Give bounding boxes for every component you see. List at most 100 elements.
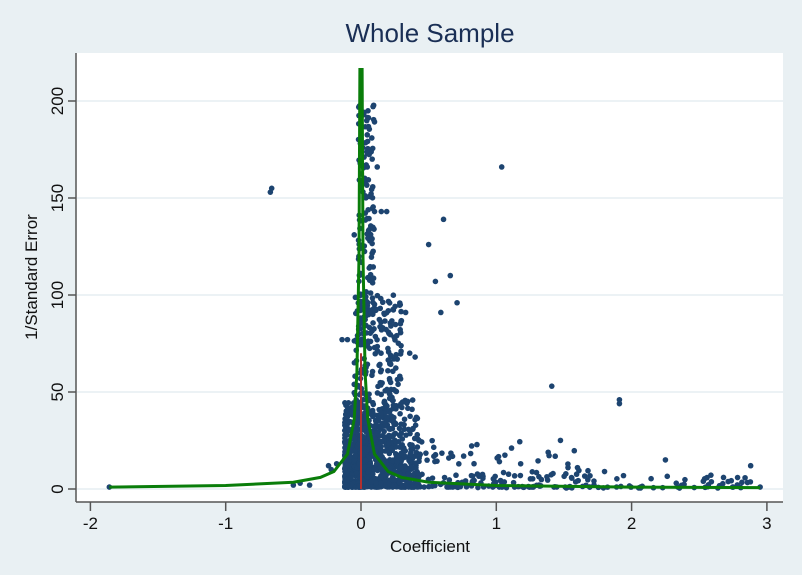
- data-point: [306, 482, 313, 488]
- data-point: [378, 448, 385, 455]
- data-point: [516, 438, 523, 445]
- data-point: [406, 350, 413, 357]
- data-point: [403, 432, 409, 438]
- data-point: [376, 362, 382, 369]
- data-point: [544, 477, 551, 483]
- data-point: [601, 468, 608, 475]
- data-point: [416, 458, 422, 465]
- data-point: [471, 460, 477, 467]
- data-point: [739, 479, 745, 486]
- data-point: [405, 426, 412, 433]
- data-point: [376, 316, 383, 323]
- data-point: [431, 453, 437, 460]
- data-point: [445, 455, 452, 461]
- data-point: [370, 103, 376, 110]
- x-axis-ticks: -2 -1 0 1 2 3: [83, 502, 772, 533]
- y-axis-ticks: 0 50 100 150 200: [48, 87, 76, 494]
- data-point: [398, 342, 404, 349]
- data-point: [384, 403, 390, 409]
- data-point: [367, 290, 374, 296]
- x-axis-label: Coefficient: [390, 537, 470, 556]
- data-point: [381, 336, 388, 343]
- data-point: [364, 215, 370, 222]
- data-point: [351, 232, 358, 238]
- data-point: [395, 381, 401, 388]
- data-point: [417, 451, 423, 457]
- data-point: [391, 334, 397, 340]
- data-point: [412, 422, 419, 429]
- data-point: [392, 321, 399, 328]
- data-point: [363, 162, 370, 168]
- data-point: [374, 390, 381, 396]
- data-point: [439, 450, 445, 456]
- data-point: [413, 464, 419, 471]
- data-point: [369, 135, 375, 141]
- data-point: [393, 351, 399, 358]
- data-point: [374, 292, 381, 299]
- data-point: [402, 309, 409, 316]
- x-tick-label: 2: [627, 514, 636, 533]
- data-point: [364, 473, 370, 480]
- data-point: [360, 403, 367, 409]
- data-point: [454, 299, 460, 306]
- data-point: [378, 467, 385, 474]
- y-tick-label: 0: [48, 484, 67, 493]
- data-point: [511, 473, 518, 479]
- data-point: [529, 469, 536, 475]
- data-point: [414, 444, 421, 450]
- data-point: [408, 442, 414, 449]
- data-point: [390, 458, 396, 464]
- data-point: [352, 452, 359, 459]
- data-point: [398, 484, 405, 490]
- data-point: [398, 400, 404, 407]
- data-point: [364, 182, 370, 188]
- data-point: [345, 426, 352, 432]
- data-point: [648, 475, 654, 482]
- data-point: [365, 206, 372, 213]
- data-point: [587, 472, 593, 479]
- data-point: [364, 299, 371, 306]
- data-point: [388, 433, 394, 440]
- data-point: [378, 208, 385, 215]
- data-point: [373, 460, 380, 467]
- data-point: [535, 458, 541, 464]
- data-point: [429, 483, 436, 490]
- data-point: [386, 375, 393, 382]
- data-point: [552, 453, 559, 460]
- data-point: [575, 477, 582, 484]
- fitted-lines: [109, 67, 761, 490]
- data-point: [414, 436, 421, 442]
- data-point: [440, 216, 447, 223]
- data-point: [366, 307, 373, 314]
- data-point: [500, 469, 507, 476]
- data-point: [517, 460, 524, 467]
- data-point: [441, 474, 448, 481]
- data-point: [391, 421, 397, 428]
- data-point: [364, 132, 371, 138]
- data-point: [381, 398, 388, 405]
- data-point: [401, 421, 407, 428]
- data-point: [376, 432, 383, 439]
- data-point: [374, 444, 381, 451]
- data-point: [414, 469, 420, 476]
- data-point: [432, 458, 438, 465]
- funnel-curve-left: [109, 67, 362, 489]
- data-point: [744, 479, 751, 486]
- data-point: [397, 373, 403, 380]
- data-point: [377, 305, 384, 312]
- data-point: [591, 478, 597, 484]
- data-point: [545, 449, 551, 456]
- data-point: [366, 126, 373, 132]
- data-point: [448, 450, 454, 456]
- data-point: [386, 360, 393, 367]
- data-point: [362, 425, 368, 432]
- data-point: [412, 354, 418, 360]
- data-point: [444, 484, 450, 490]
- data-point: [342, 440, 348, 447]
- data-point: [387, 465, 393, 471]
- data-point: [429, 437, 435, 444]
- data-point: [371, 466, 377, 473]
- data-point: [581, 473, 588, 479]
- data-point: [505, 471, 512, 478]
